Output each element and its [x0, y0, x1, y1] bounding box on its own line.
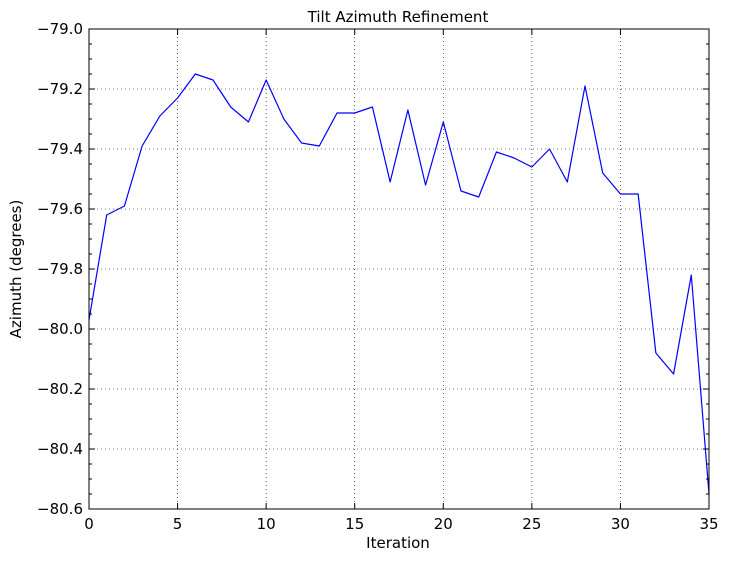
x-axis-label: Iteration: [366, 534, 430, 552]
y-tick-label: −80.4: [37, 440, 83, 458]
x-tick-label: 35: [699, 515, 718, 533]
x-tick-labels: 0 5 10 15 20 25 30 35: [84, 515, 718, 533]
y-tick-labels: −79.0 −79.2 −79.4 −79.6 −79.8 −80.0 −80.2 −80.4…: [37, 20, 83, 518]
x-tick-label: 25: [522, 515, 541, 533]
y-tick-label: −79.4: [37, 140, 83, 158]
x-tick-label: 15: [345, 515, 364, 533]
x-tick-label: 0: [84, 515, 94, 533]
y-tick-label: −80.6: [37, 500, 83, 518]
y-axis-label: Azimuth (degrees): [7, 200, 25, 339]
y-tick-label: −79.2: [37, 80, 83, 98]
y-tick-label: −79.6: [37, 200, 83, 218]
chart-title: Tilt Azimuth Refinement: [307, 8, 489, 26]
y-tick-label: −79.8: [37, 260, 83, 278]
y-tick-label: −79.0: [37, 20, 83, 38]
x-tick-label: 10: [257, 515, 276, 533]
y-tick-label: −80.2: [37, 380, 83, 398]
series-line: [88, 73, 710, 495]
x-tick-label: 20: [434, 515, 453, 533]
y-tick-label: −80.0: [37, 320, 83, 338]
x-tick-label: 30: [611, 515, 630, 533]
series-layer: [88, 73, 710, 495]
axis-ticks: [88, 28, 710, 510]
x-tick-label: 5: [173, 515, 183, 533]
grid-lines: [88, 28, 710, 510]
